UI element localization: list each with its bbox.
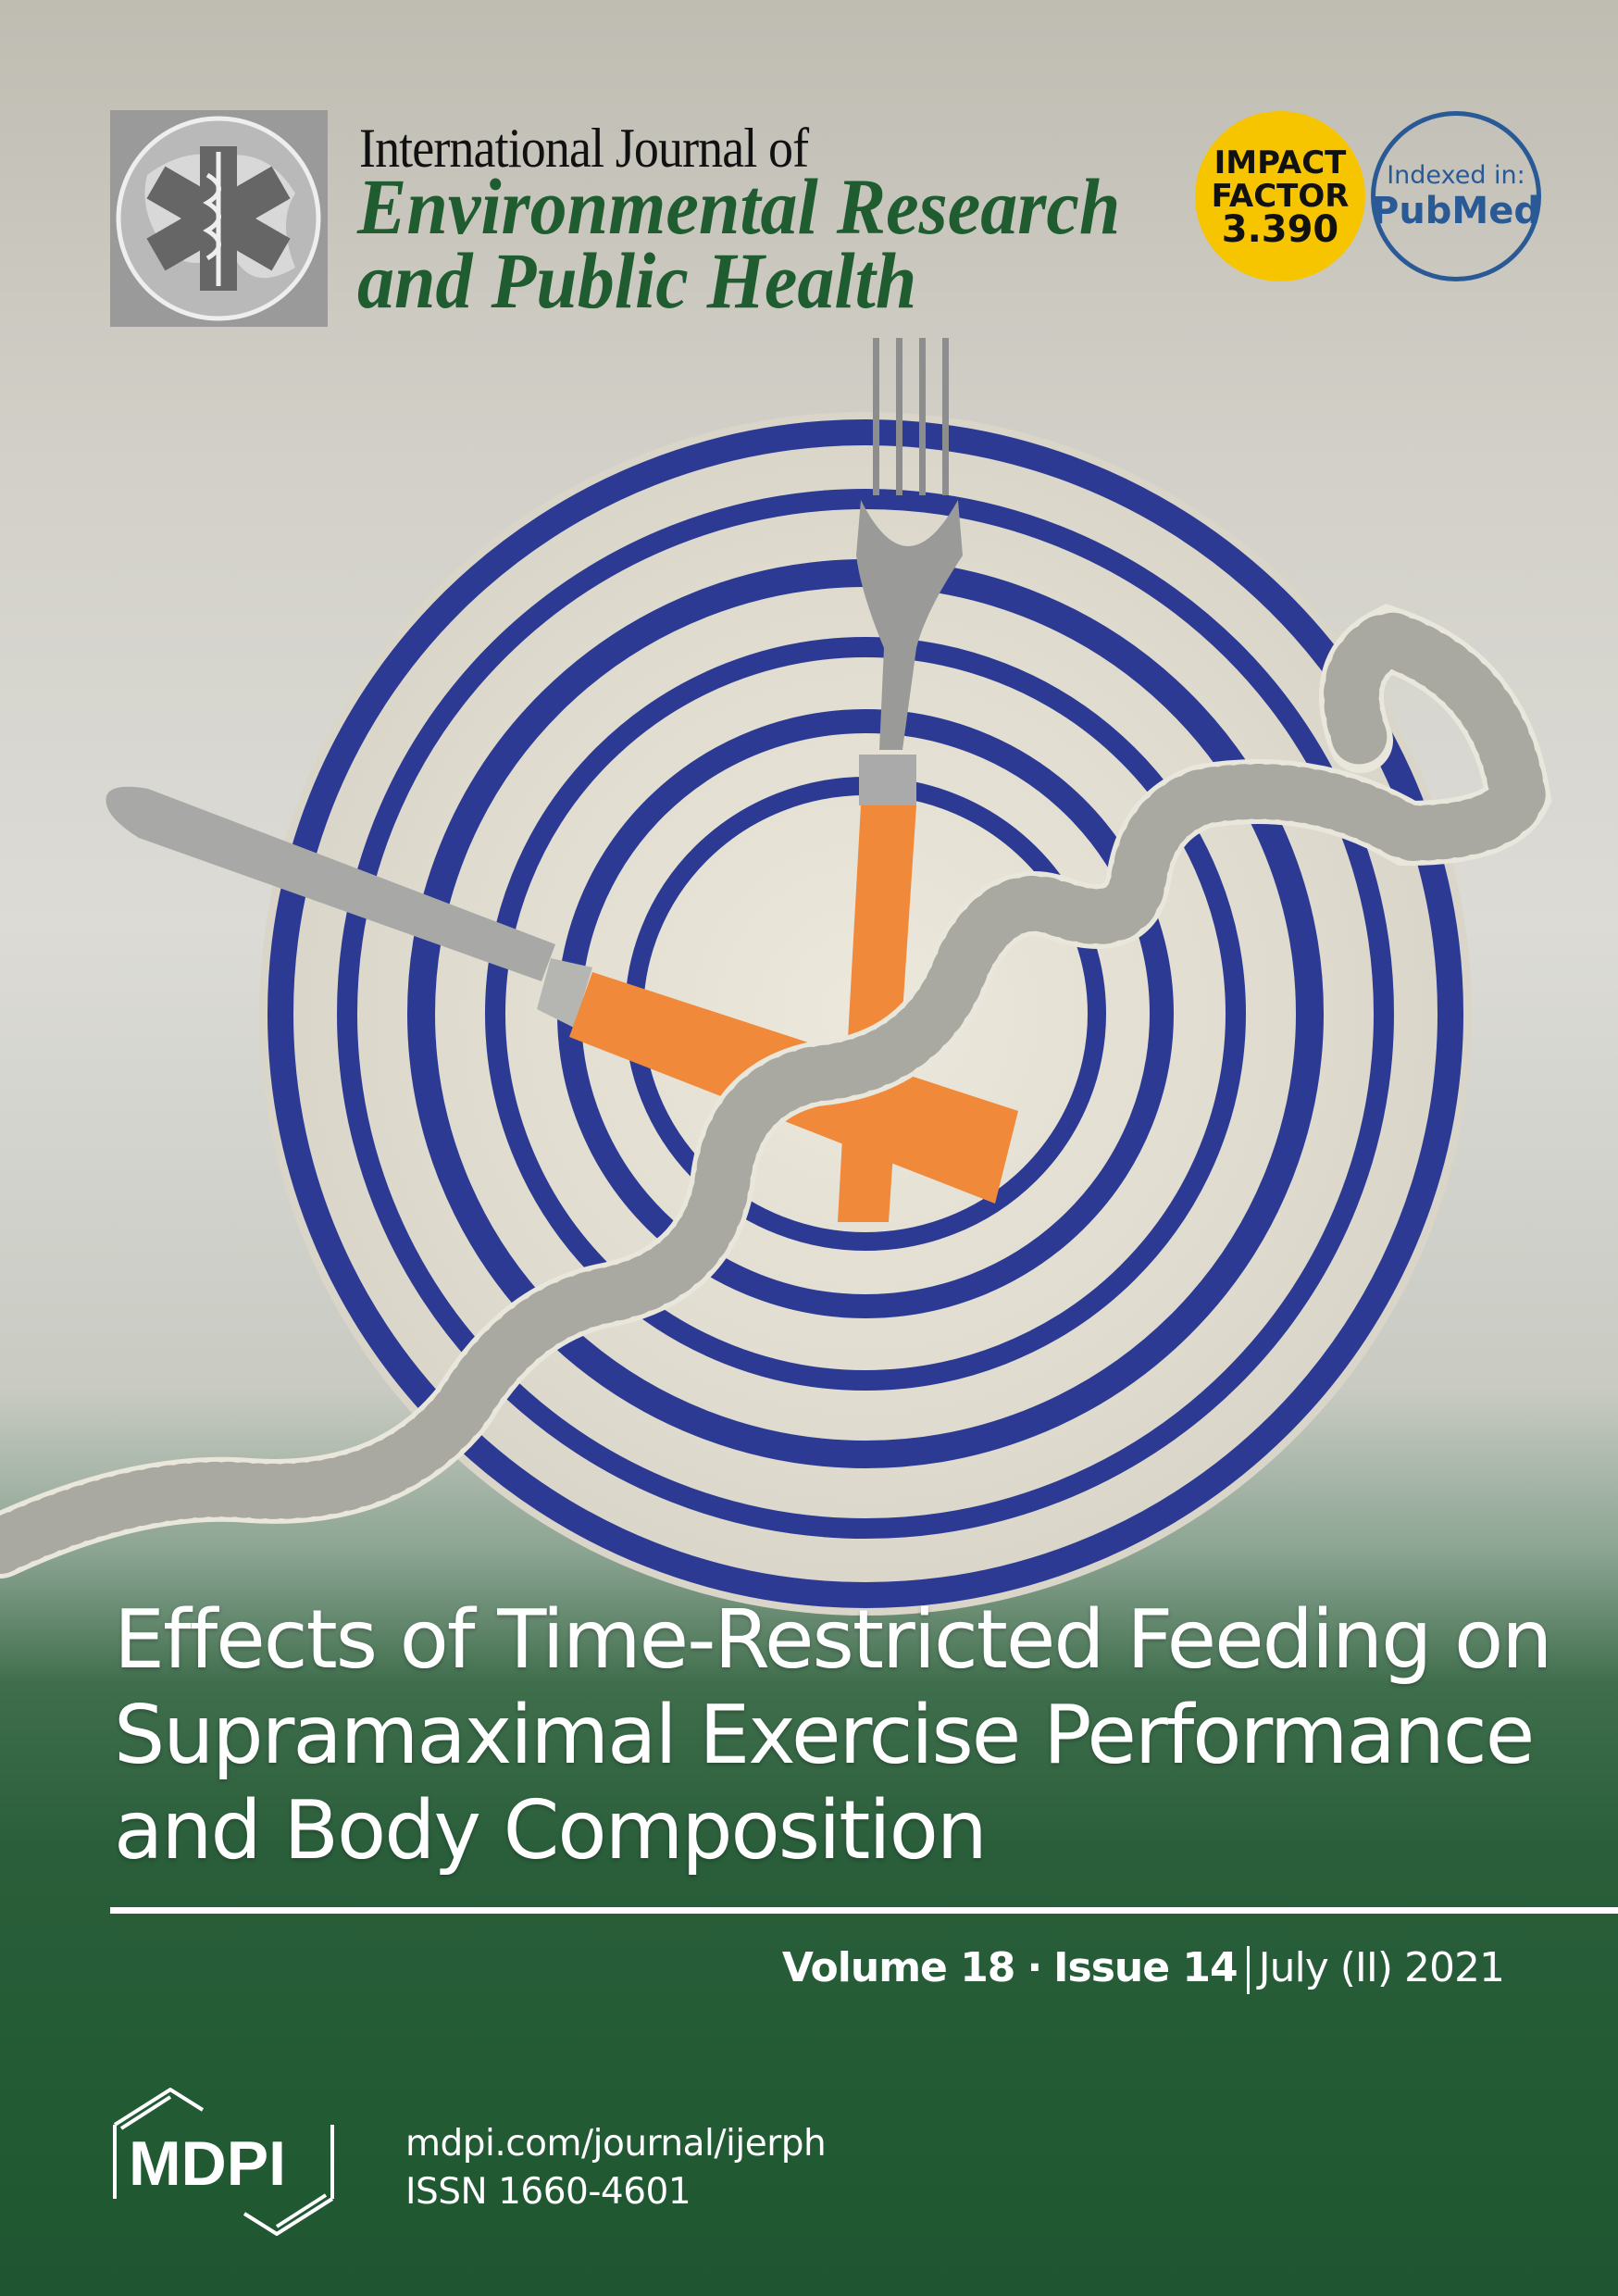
journal-logo [110,110,328,327]
article-title: Effects of Time-Restricted Feeding on Su… [114,1592,1552,1878]
indexed-in-label: Indexed in: [1387,160,1525,190]
article-title-line-1: Effects of Time-Restricted Feeding on [114,1592,1552,1687]
mdpi-logo-text: MDPI [129,2128,286,2199]
mdpi-hexagon-icon: MDPI [113,2087,334,2237]
pubmed-badge: Indexed in: PubMed [1371,111,1541,281]
issue-date: July (II) 2021 [1258,1944,1505,1991]
journal-title-line-2: and Public Health [357,236,917,325]
issue-number: Issue 14 [1053,1944,1238,1991]
publisher-info: mdpi.com/journal/ijerph ISSN 1660-4601 [405,2120,827,2216]
article-title-line-2: Supramaximal Exercise Performance [114,1688,1535,1782]
journal-title: Environmental Research and Public Health [357,162,1121,325]
factor-label: FACTOR [1211,178,1350,215]
article-title-line-3: and Body Composition [114,1783,988,1878]
journal-title-prefix: International Journal of [359,118,809,179]
measuring-tape [0,604,1552,1578]
volume: Volume 18 [781,1944,1016,1991]
impact-factor-badge: IMPACT FACTOR 3.390 [1195,111,1365,281]
mdpi-logo: MDPI [110,2087,338,2237]
pubmed-label: PubMed [1372,189,1540,232]
impact-label: IMPACT [1214,144,1347,181]
globe-star-of-life-icon [116,116,321,321]
separator-dot: · [1027,1944,1042,1991]
impact-factor-value: 3.390 [1221,208,1339,251]
journal-title-line-1: Environmental Research [357,162,1121,251]
issn: ISSN 1660-4601 [405,2171,691,2213]
separator-bar [1246,1946,1250,1994]
journal-url[interactable]: mdpi.com/journal/ijerph [405,2123,827,2165]
divider [110,1907,1618,1914]
issue-info: Volume 18 · Issue 14 July (II) 2021 [781,1944,1505,1994]
